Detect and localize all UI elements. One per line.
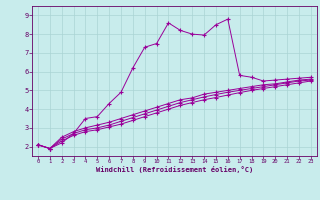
X-axis label: Windchill (Refroidissement éolien,°C): Windchill (Refroidissement éolien,°C) [96, 166, 253, 173]
